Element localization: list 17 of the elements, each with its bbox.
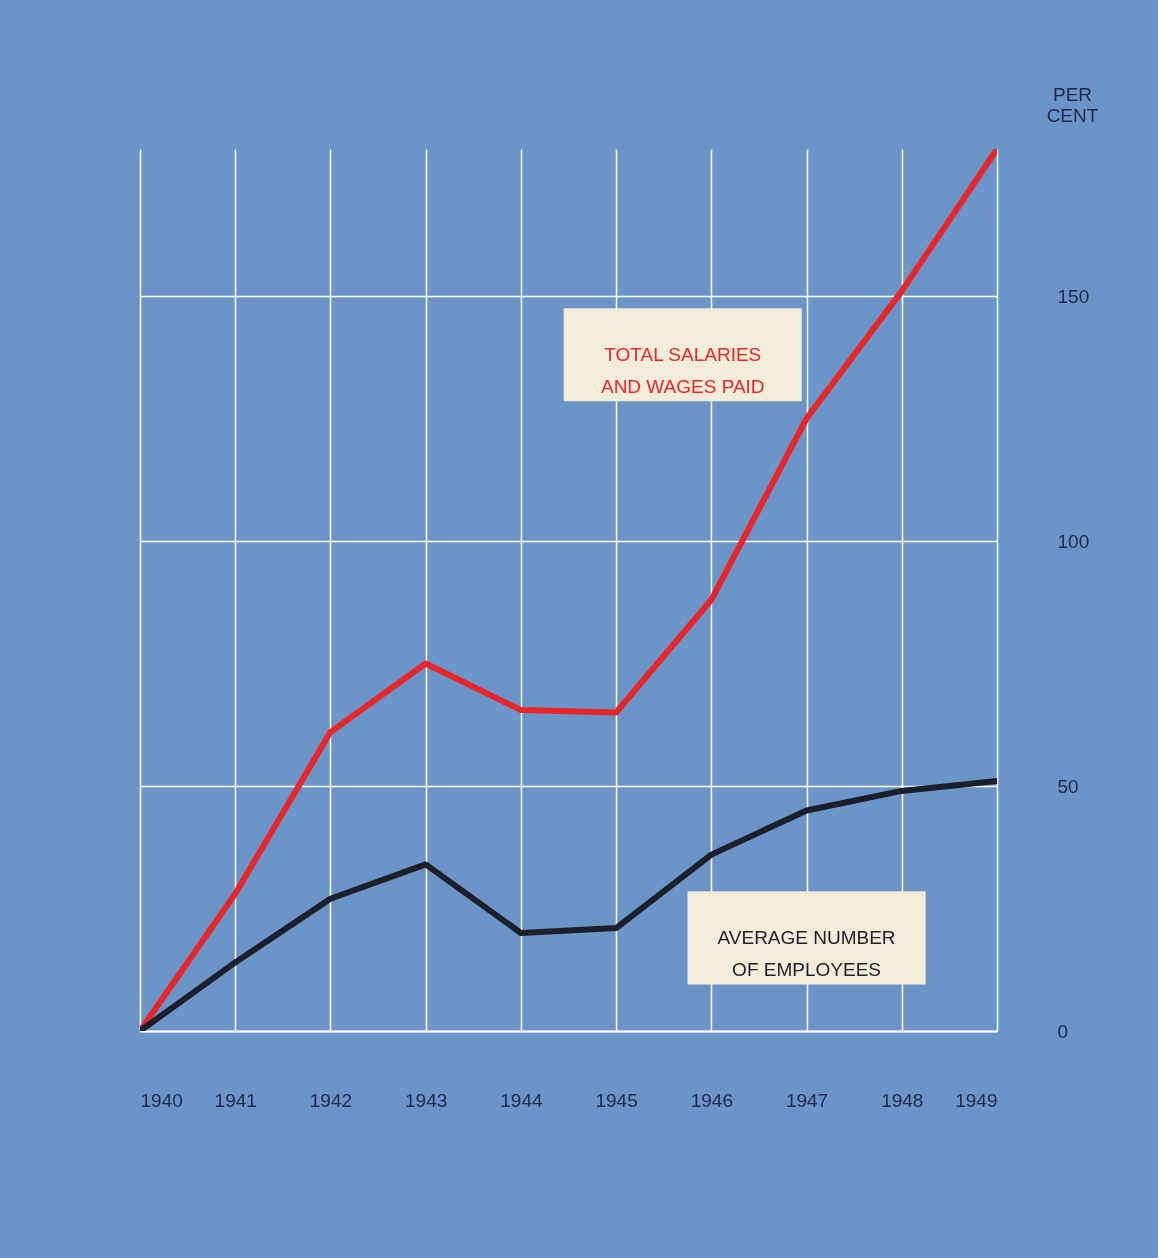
x-tick-label: 1940 (140, 1089, 183, 1111)
y-tick-label: 50 (1057, 775, 1079, 797)
y-axis-title: PER CENT (1046, 83, 1099, 126)
y-tick-label: 0 (1057, 1020, 1069, 1042)
x-tick-label: 1946 (690, 1089, 733, 1111)
x-tick-label: 1941 (214, 1089, 257, 1111)
x-tick-label: 1942 (309, 1089, 353, 1111)
y-tick-label: 150 (1057, 285, 1090, 307)
x-tick-label: 1943 (405, 1089, 448, 1111)
x-tick-label: 1948 (881, 1089, 924, 1111)
y-tick-label: 100 (1057, 530, 1090, 552)
text: TOTAL SALARIES AND WAGES PAID (600, 343, 765, 397)
x-tick-label: 1947 (785, 1089, 829, 1111)
text: AVERAGE NUMBER OF EMPLOYEES (717, 926, 896, 980)
x-tick-label: 1945 (595, 1089, 638, 1111)
x-tick-label: 1949 (955, 1089, 998, 1111)
x-tick-label: 1944 (500, 1089, 543, 1111)
